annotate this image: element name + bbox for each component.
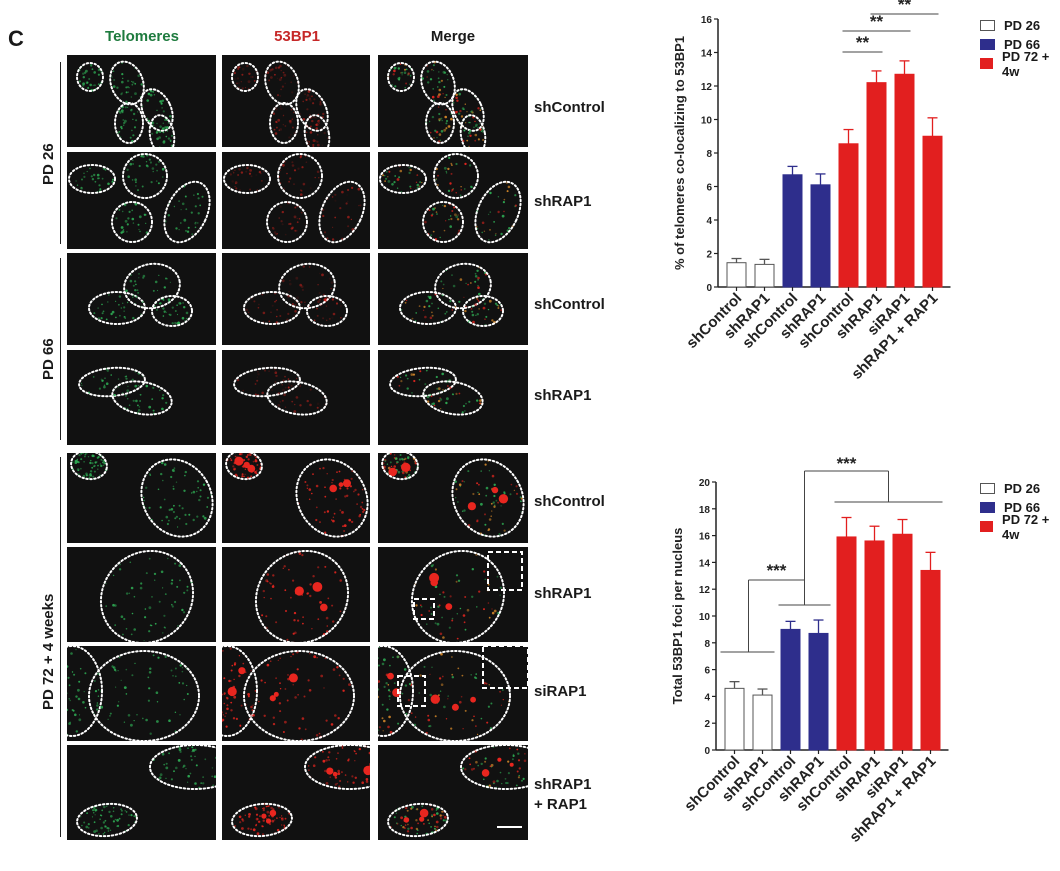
micrograph-tile xyxy=(378,55,528,147)
micrograph-tile xyxy=(378,152,528,249)
svg-text:8: 8 xyxy=(706,149,712,160)
swatch-pd26 xyxy=(980,483,995,494)
micrograph-tile xyxy=(67,745,216,840)
micrograph-tile xyxy=(378,453,528,543)
swatch-pd72 xyxy=(980,521,994,532)
bar-chart-telomere-colocalization: 0 2 4 6 8 10 12 14 16 % of telomeres co-localizin… xyxy=(672,0,951,383)
micrograph-tile xyxy=(222,55,370,147)
micrograph-tile xyxy=(222,453,370,543)
legend-label: PD 26 xyxy=(1004,18,1041,33)
svg-text:16: 16 xyxy=(701,15,713,26)
micrograph-tile xyxy=(378,350,528,445)
svg-text:0: 0 xyxy=(706,283,712,294)
micrograph-tile xyxy=(222,646,370,741)
scale-bar xyxy=(497,826,522,828)
row-label: shRAP1 xyxy=(534,585,592,602)
legend-item-pd26: PD 26 xyxy=(980,16,1060,35)
micrograph-tile xyxy=(378,745,528,840)
svg-text:**: ** xyxy=(898,0,912,14)
column-header-53bp1: 53BP1 xyxy=(274,28,320,45)
group-label-pd72: PD 72 + 4 weeks xyxy=(40,593,57,710)
micrograph-tile xyxy=(67,350,216,445)
micrograph-tile xyxy=(378,547,528,642)
legend-chart2: PD 26 PD 66 PD 72 + 4w xyxy=(980,479,1060,542)
micrograph-tile xyxy=(67,253,216,345)
micrograph-tile xyxy=(67,55,216,147)
svg-text:4: 4 xyxy=(706,216,712,227)
column-header-telomeres: Telomeres xyxy=(105,28,179,45)
row-label: shRAP1 xyxy=(534,387,592,404)
svg-text:14: 14 xyxy=(699,558,711,569)
row-label: + RAP1 xyxy=(534,796,587,813)
column-header-merge: Merge xyxy=(430,28,476,45)
swatch-pd26 xyxy=(980,20,995,31)
micrograph-tile xyxy=(222,745,370,840)
svg-text:8: 8 xyxy=(704,639,710,650)
svg-text:**: ** xyxy=(856,33,870,52)
row-label: shControl xyxy=(534,296,605,313)
svg-text:Total 53BP1 foci per nucleus: Total 53BP1 foci per nucleus xyxy=(670,528,685,705)
svg-text:4: 4 xyxy=(704,692,710,703)
row-label: shRAP1 xyxy=(534,193,592,210)
svg-text:6: 6 xyxy=(704,666,710,677)
svg-text:20: 20 xyxy=(699,478,711,489)
group-label-pd66: PD 66 xyxy=(40,338,57,380)
group-label-pd26: PD 26 xyxy=(40,143,57,185)
row-label: shRAP1 xyxy=(534,776,592,793)
swatch-pd72 xyxy=(980,58,994,69)
svg-text:**: ** xyxy=(870,12,884,31)
svg-text:***: *** xyxy=(837,454,857,473)
svg-text:10: 10 xyxy=(699,612,711,623)
svg-text:6: 6 xyxy=(706,183,712,194)
row-label: siRAP1 xyxy=(534,683,587,700)
svg-text:2: 2 xyxy=(704,719,710,730)
micrograph-tile xyxy=(378,253,528,345)
legend-label: PD 66 xyxy=(1004,37,1041,52)
legend-item-pd26: PD 26 xyxy=(980,479,1060,498)
swatch-pd66 xyxy=(980,39,995,50)
micrograph-tile xyxy=(67,646,216,741)
row-label: shControl xyxy=(534,493,605,510)
svg-text:***: *** xyxy=(767,561,787,580)
group-bracket-pd72 xyxy=(60,457,61,837)
svg-text:18: 18 xyxy=(699,505,711,516)
legend-label: PD 66 xyxy=(1004,500,1041,515)
svg-text:12: 12 xyxy=(699,585,711,596)
legend-item-pd72: PD 72 + 4w xyxy=(980,512,1060,542)
svg-text:16: 16 xyxy=(699,532,711,543)
legend-chart1: PD 26 PD 66 PD 72 + 4w xyxy=(980,16,1060,79)
micrograph-tile xyxy=(67,547,216,642)
legend-label: PD 72 + 4w xyxy=(1002,48,1050,79)
micrograph-tile xyxy=(222,253,370,345)
legend-label: PD 72 + 4w xyxy=(1002,511,1050,542)
svg-text:0: 0 xyxy=(704,746,710,757)
micrograph-tile xyxy=(222,547,370,642)
group-bracket-pd26 xyxy=(60,62,61,244)
svg-text:% of telomeres co-localizing t: % of telomeres co-localizing to 53BP1 xyxy=(672,36,687,270)
micrograph-tile xyxy=(378,646,528,741)
svg-text:12: 12 xyxy=(701,82,713,93)
micrograph-tile xyxy=(67,152,216,249)
row-label: shControl xyxy=(534,99,605,116)
legend-item-pd66: PD 66 xyxy=(980,498,1060,517)
legend-item-pd66: PD 66 xyxy=(980,35,1060,54)
svg-text:10: 10 xyxy=(701,116,713,127)
micrograph-tile xyxy=(222,152,370,249)
micrograph-tile xyxy=(222,350,370,445)
legend-label: PD 26 xyxy=(1004,481,1041,496)
legend-item-pd72: PD 72 + 4w xyxy=(980,49,1060,79)
panel-letter: C xyxy=(8,26,24,51)
svg-text:14: 14 xyxy=(701,49,713,60)
group-bracket-pd66 xyxy=(60,258,61,440)
bar-chart-53bp1-foci: 0 2 4 6 8 10 12 14 16 18 20 Total 53BP1 foci per nu… xyxy=(670,454,949,846)
micrograph-tile xyxy=(67,453,216,543)
swatch-pd66 xyxy=(980,502,995,513)
svg-text:2: 2 xyxy=(706,250,712,261)
